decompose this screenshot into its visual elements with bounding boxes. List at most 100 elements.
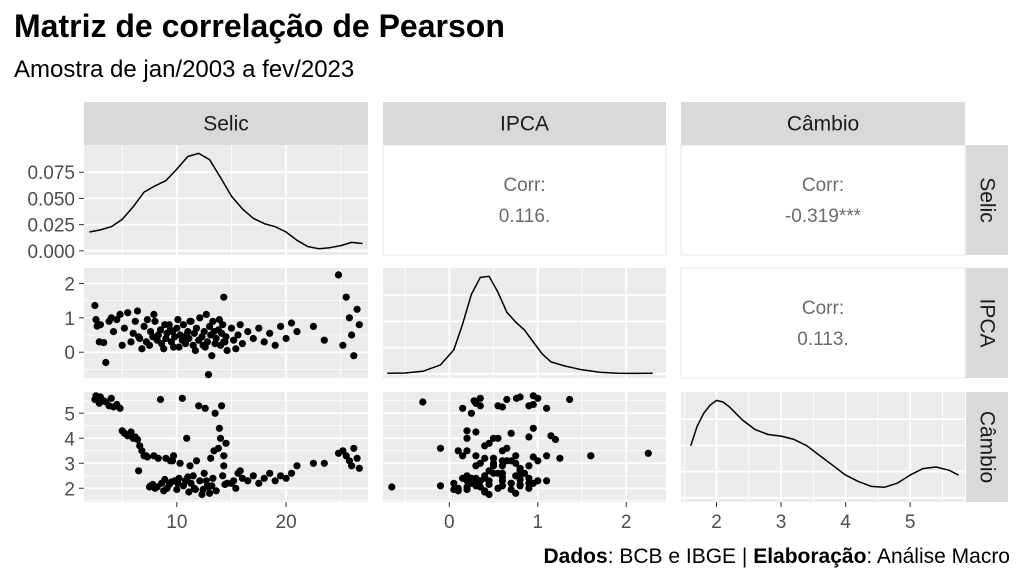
scatter-point-cambio-ipca [494,469,502,477]
scatter-point-cambio-ipca [534,394,542,402]
scatter-point-ipca-selic [120,324,128,332]
scatter-point-cambio-ipca [476,459,484,467]
scatter-point-cambio-selic [116,404,124,412]
corr-label-selic-ipca: Corr: [503,175,545,196]
caption-dados-text: : BCB e IBGE | [607,545,754,568]
panel-bg-cambio-ipca [383,392,666,502]
page-subtitle: Amostra de jan/2003 a fev/2023 [14,56,355,83]
y-tick-label-cambio: 4 [64,429,75,450]
page-title: Matriz de correlação de Pearson [14,8,505,44]
scatter-point-cambio-selic [230,477,238,485]
scatter-point-ipca-selic [219,321,227,329]
y-tick-label-ipca: 0 [64,343,75,364]
scatter-point-ipca-selic [138,345,146,353]
scatter-point-ipca-selic [116,310,124,318]
scatter-point-cambio-ipca [476,402,484,410]
scatter-point-cambio-ipca [512,459,520,467]
scatter-point-ipca-selic [348,331,356,339]
scatter-point-cambio-selic [212,487,220,495]
strip-right-selic [966,145,1008,255]
scatter-point-cambio-selic [195,402,203,410]
scatter-point-cambio-selic [170,452,178,460]
scatter-point-cambio-selic [107,394,115,402]
scatter-point-cambio-ipca [543,452,551,460]
scatter-point-ipca-selic [355,321,363,329]
strip-right-label-selic: Selic [976,177,999,223]
corr-panel-ipca-cambio [680,267,966,379]
scatter-point-cambio-ipca [467,409,475,417]
scatter-point-cambio-ipca [543,477,551,485]
scatter-point-cambio-ipca [481,454,489,462]
scatter-point-cambio-ipca [494,402,502,410]
scatter-point-cambio-selic [200,469,208,477]
scatter-point-cambio-ipca [481,487,489,495]
scatter-point-cambio-selic [277,472,285,480]
scatter-point-cambio-selic [222,439,230,447]
scatter-point-cambio-ipca [463,477,471,485]
scatter-point-ipca-selic [199,341,207,349]
scatter-point-ipca-selic [277,322,285,330]
scatter-point-ipca-selic [208,352,216,360]
scatter-point-cambio-selic [201,404,209,412]
caption-dados-label: Dados [543,545,608,568]
scatter-point-cambio-selic [192,457,201,465]
scatter-point-cambio-ipca [470,397,478,405]
strip-top-selic [84,102,368,145]
scatter-point-ipca-selic [127,338,135,346]
scatter-point-cambio-selic [176,459,184,467]
scatter-point-ipca-selic [182,340,190,348]
scatter-point-cambio-selic [127,428,135,436]
scatter-point-ipca-selic [200,328,208,336]
scatter-point-cambio-ipca [503,395,511,404]
x-tick-label-cambio: 5 [905,512,916,533]
scatter-point-cambio-ipca [529,424,537,432]
caption-elab-text: : Análise Macro [866,545,1010,568]
corr-value-ipca-cambio: 0.113. [797,329,848,350]
scatter-point-ipca-selic [92,316,100,324]
y-tick-label-cambio: 3 [64,454,75,475]
caption-elab-label: Elaboração [753,545,867,568]
scatter-point-cambio-selic [207,454,215,462]
scatter-point-ipca-selic [171,333,179,341]
scatter-point-ipca-selic [170,343,178,351]
scatter-point-cambio-ipca [498,447,506,455]
y-tick-label-ipca: 2 [64,274,75,295]
scatter-point-cambio-ipca [388,483,396,491]
strip-top-ipca [383,102,666,145]
scatter-point-ipca-selic [244,328,252,336]
y-tick-label-density: 0.000 [27,242,75,263]
scatter-point-cambio-selic [199,485,207,494]
scatter-point-ipca-selic [221,338,229,346]
scatter-point-cambio-selic [150,452,158,460]
scatter-point-cambio-ipca [520,469,529,477]
corr-label-ipca-cambio: Corr: [802,298,844,319]
density-curve-cambio [689,399,959,489]
scatter-point-ipca-selic [166,326,174,334]
scatter-point-ipca-selic [345,314,353,322]
y-tick-label-cambio: 2 [64,479,75,500]
scatter-point-cambio-ipca [436,482,445,490]
scatter-point-cambio-ipca [419,398,427,406]
scatter-point-cambio-ipca [566,395,574,404]
scatter-point-cambio-selic [355,464,363,472]
scatter-point-ipca-selic [232,345,240,353]
y-tick-label-density: 0.025 [27,216,75,237]
scatter-point-cambio-ipca [463,485,471,494]
strip-right-label-cambio: Câmbio [976,411,999,483]
scatter-point-cambio-selic [211,409,219,417]
scatter-point-cambio-selic [186,462,194,470]
scatter-point-cambio-selic [271,477,279,485]
scatter-point-ipca-selic [179,321,187,329]
scatter-point-ipca-selic [118,341,126,349]
x-tick-label-ipca: 0 [444,512,455,533]
scatter-point-cambio-selic [156,395,165,404]
x-tick-label-ipca: 2 [621,512,632,533]
scatter-point-ipca-selic [234,331,242,339]
scatter-point-cambio-ipca [489,434,498,442]
scatter-point-cambio-ipca [587,452,595,460]
scatter-point-cambio-selic [219,472,227,480]
scatter-point-cambio-selic [189,472,197,480]
scatter-point-ipca-selic [160,345,168,353]
scatter-point-cambio-ipca [529,479,537,487]
